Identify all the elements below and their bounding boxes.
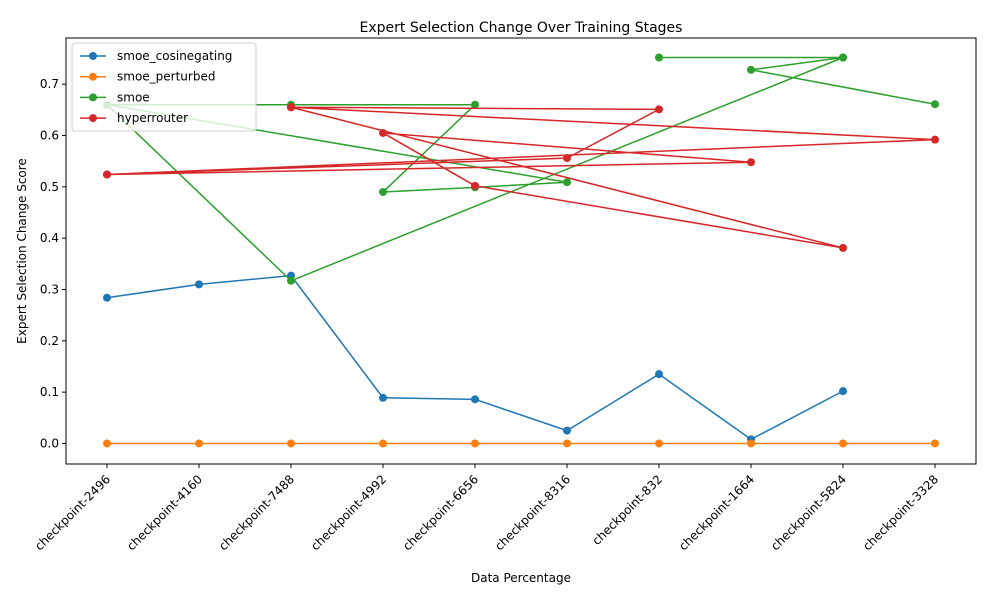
data-point [655,439,663,448]
y-tick-label: 0.2 [40,334,59,348]
data-point [563,178,571,187]
legend-item: smoe [80,90,150,104]
legend-label: smoe_cosinegating [117,49,232,63]
data-point [471,395,479,404]
x-axis-title: Data Percentage [471,571,571,585]
data-point [379,187,387,196]
data-point [839,439,847,448]
legend-marker [89,52,97,60]
data-point [195,439,203,448]
data-point [839,243,847,252]
data-point [195,280,203,289]
data-point [471,100,479,109]
legend-label: hyperrouter [117,111,188,125]
data-point [747,158,755,167]
y-tick-label: 0.6 [40,129,59,143]
data-point [379,393,387,402]
y-axis: 0.0 0.1 0.2 0.3 0.4 0.5 0.6 0.7 [40,77,66,450]
chart-title: Expert Selection Change Over Training St… [360,20,683,36]
data-point [103,439,111,448]
y-tick-label: 0.0 [40,436,59,450]
data-point [655,53,663,62]
series-hyperrouter [103,103,939,252]
data-point [287,276,295,285]
legend-label: smoe_perturbed [117,70,215,84]
data-point [287,103,295,112]
y-tick-label: 0.4 [40,231,59,245]
data-point [471,439,479,448]
data-point [655,105,663,114]
data-point [563,439,571,448]
legend-marker [89,72,97,81]
data-point [747,65,755,74]
legend-marker [89,114,97,123]
y-tick-label: 0.7 [40,77,59,91]
data-point [103,293,111,302]
data-point [379,439,387,448]
legend-item: hyperrouter [80,111,188,125]
data-point [563,426,571,435]
legend-marker [89,93,97,102]
legend-item: smoe_cosinegating [80,49,232,63]
y-tick-label: 0.5 [40,180,59,194]
data-point [379,128,387,137]
y-tick-label: 0.3 [40,282,59,296]
series-smoe_cosinegating [103,271,847,444]
data-point [839,387,847,396]
data-point [471,181,479,190]
data-point [931,135,939,144]
data-point [747,439,755,448]
series-smoe_perturbed [103,439,939,448]
y-axis-title: Expert Selection Change Score [15,158,29,344]
data-point [655,370,663,379]
data-point [287,439,295,448]
legend-box [71,42,257,132]
legend-item: smoe_perturbed [80,70,215,84]
axes-frame [65,37,977,465]
data-point [931,100,939,109]
data-point [839,53,847,62]
data-point [103,170,111,179]
y-tick-label: 0.1 [40,385,59,399]
data-point [931,439,939,448]
data-point [563,154,571,163]
legend-label: smoe [117,90,150,104]
